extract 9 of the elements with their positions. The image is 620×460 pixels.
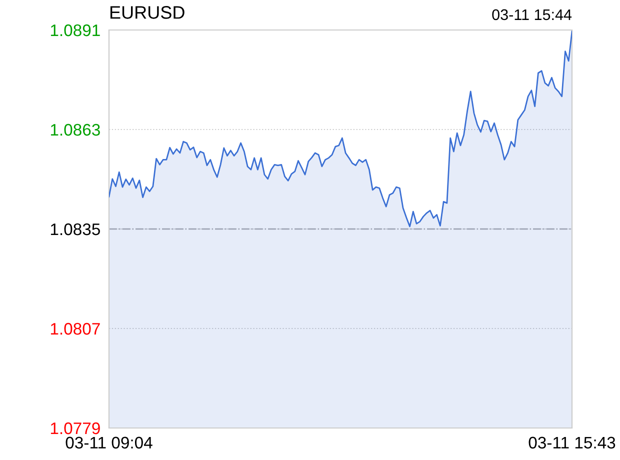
y-tick-label: 1.0779 <box>50 422 100 434</box>
y-tick-label: 1.0807 <box>50 322 100 335</box>
y-tick-label: 1.0835 <box>50 223 100 236</box>
text: 03-11 15:44 <box>492 9 572 20</box>
x-tick-label: 03-11 09:04 <box>66 436 152 449</box>
x-tick-label: 03-11 15:43 <box>528 436 616 449</box>
chart-title: EURUSD <box>110 6 184 19</box>
y-tick-label: 1.0863 <box>50 124 100 136</box>
y-tick-label: 1.0891 <box>50 24 100 36</box>
